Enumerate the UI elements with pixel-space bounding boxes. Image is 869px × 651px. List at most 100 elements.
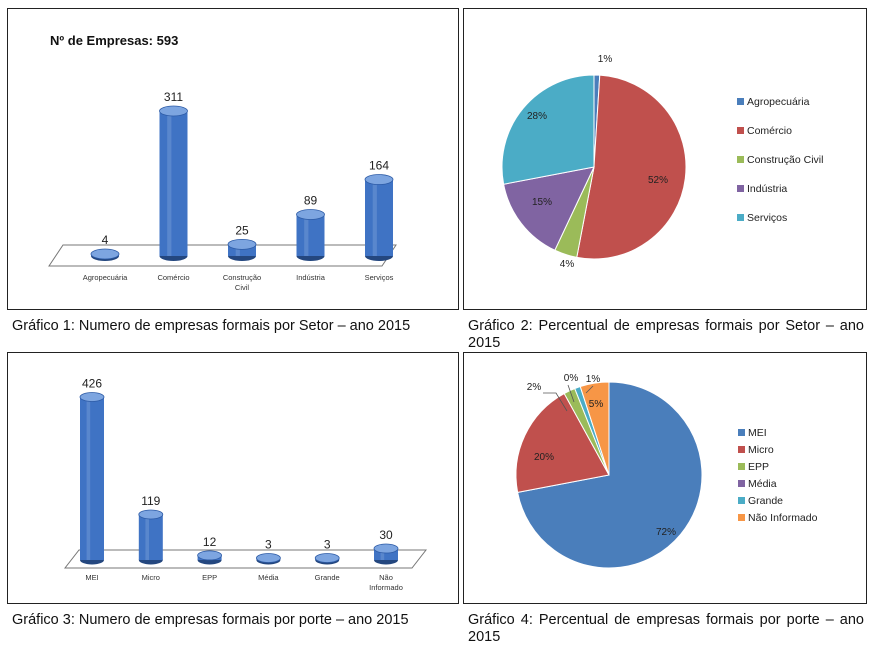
bar (374, 548, 398, 560)
legend-swatch-grande (738, 497, 745, 504)
bar (228, 244, 256, 256)
bar (138, 514, 163, 560)
legend-swatch-epp (738, 463, 745, 470)
leader-line (567, 384, 575, 403)
chart3-caption: Gráfico 3: Numero de empresas formais po… (12, 612, 409, 628)
legend-swatch-media (738, 480, 745, 487)
chart-floor (63, 549, 428, 569)
legend-label-nao-informado: Não Informado (748, 512, 818, 524)
legend-label-grande: Grande (748, 495, 783, 507)
legend-label-micro: Micro (748, 444, 774, 456)
legend-swatch-micro (738, 446, 745, 453)
legend-label-epp: EPP (748, 461, 769, 473)
legend-swatch-agropecuaria (737, 98, 744, 105)
slice-industria (503, 166, 595, 251)
category-label-servicos: Serviços (365, 273, 394, 282)
company-count-label: Nº de Empresas: 593 (50, 33, 179, 48)
slice-label-grande: 1% (586, 374, 601, 385)
sector-pie-chart: 1% 52% 4% 15% 28% Agropecuária Comércio Constru… (501, 54, 823, 270)
bar-top (79, 392, 105, 402)
chart4-caption: Gráfico 4: Percentual de empresas formai… (468, 612, 864, 645)
category-label-construcao-civil: Civil (235, 283, 249, 292)
slice-label-epp: 2% (527, 382, 542, 393)
slice-label-industria: 15% (532, 197, 552, 208)
slice-servicos (501, 74, 595, 185)
slice-comercio (576, 74, 687, 260)
data-label: 164 (369, 159, 389, 173)
bar-top (159, 105, 188, 117)
bar (296, 214, 325, 256)
data-label: 89 (304, 194, 318, 208)
category-label-nao-informado: Não (379, 573, 393, 582)
chart1-caption: Gráfico 1: Numero de empresas formais po… (12, 318, 411, 334)
category-label-micro: Micro (142, 573, 160, 582)
legend-swatch-comercio (737, 127, 744, 134)
data-label: 3 (324, 538, 331, 552)
bar-highlight (167, 111, 172, 256)
legend-label-media: Média (748, 478, 777, 490)
bar-top (255, 553, 281, 563)
legend-swatch-construcao-civil (737, 156, 744, 163)
leader-line (543, 392, 568, 412)
legend-swatch-servicos (737, 214, 744, 221)
legend-label-servicos: Serviços (747, 212, 787, 224)
category-label-nao-informado: Informado (369, 583, 403, 592)
legend-label-agropecuaria: Agropecuária (747, 96, 810, 108)
bar-top (296, 209, 325, 220)
sector-bar-chart: 4 Agropecuária 311 Comércio 25 ConstruçãoCivi… (48, 90, 397, 292)
bar-highlight (145, 514, 149, 560)
data-label: 311 (164, 90, 183, 104)
slice-label-micro: 20% (534, 452, 554, 463)
leader-line (585, 385, 594, 394)
category-label-construcao-civil: Construção (223, 273, 261, 282)
slice-label-comercio: 52% (648, 175, 668, 186)
bar-top (227, 238, 257, 250)
data-label: 426 (82, 377, 102, 391)
data-label: 30 (379, 528, 393, 542)
bar-highlight (86, 397, 91, 560)
slice-label-servicos: 28% (527, 111, 547, 122)
category-label-industria: Indústria (296, 273, 326, 282)
bar-top (364, 174, 394, 185)
legend-label-mei: MEI (748, 427, 767, 439)
bar (365, 179, 393, 256)
slice-mei (517, 381, 703, 569)
slice-label-agropecuaria: 1% (598, 54, 613, 65)
size-pie-chart: 72% 20% 2% 0% 1% 5% MEI Micro EPP Média Grande Não … (515, 373, 818, 569)
category-label-media: Média (258, 573, 279, 582)
bar-top (373, 543, 399, 554)
slice-nao-informado (579, 381, 610, 476)
data-label: 3 (265, 538, 272, 552)
data-label: 4 (102, 233, 109, 247)
slice-micro (515, 392, 610, 494)
category-label-mei: MEI (85, 573, 98, 582)
data-label: 119 (141, 494, 160, 508)
bar-highlight (372, 179, 377, 256)
category-label-epp: EPP (202, 573, 217, 582)
bar-highlight (380, 548, 385, 560)
data-label: 25 (235, 223, 249, 237)
legend-label-construcao-civil: Construção Civil (747, 154, 823, 166)
bar (80, 397, 104, 560)
chart2-caption: Gráfico 2: Percentual de empresas formai… (468, 318, 864, 351)
bar-top (138, 509, 164, 520)
bar-top (314, 553, 340, 563)
slice-label-construcao-civil: 4% (560, 259, 575, 270)
bar (159, 111, 188, 256)
legend-swatch-nao-informado (738, 514, 745, 521)
bar-highlight (235, 244, 240, 256)
data-label: 12 (203, 535, 217, 549)
size-bar-chart: 426 MEI 119 Micro 12 EPP 3 Média 3 Grande 30 NãoInf… (63, 377, 428, 592)
category-label-agropecuaria: Agropecuária (83, 273, 128, 282)
slice-label-mei: 72% (656, 527, 676, 538)
legend-label-comercio: Comércio (747, 125, 792, 137)
slice-label-nao-informado: 5% (589, 399, 604, 410)
bar-highlight (304, 214, 309, 256)
category-label-grande: Grande (315, 573, 340, 582)
slice-label-media: 0% (564, 373, 579, 384)
legend-swatch-industria (737, 185, 744, 192)
bar-top (90, 248, 120, 260)
legend-swatch-mei (738, 429, 745, 436)
category-label-comercio: Comércio (157, 273, 189, 282)
